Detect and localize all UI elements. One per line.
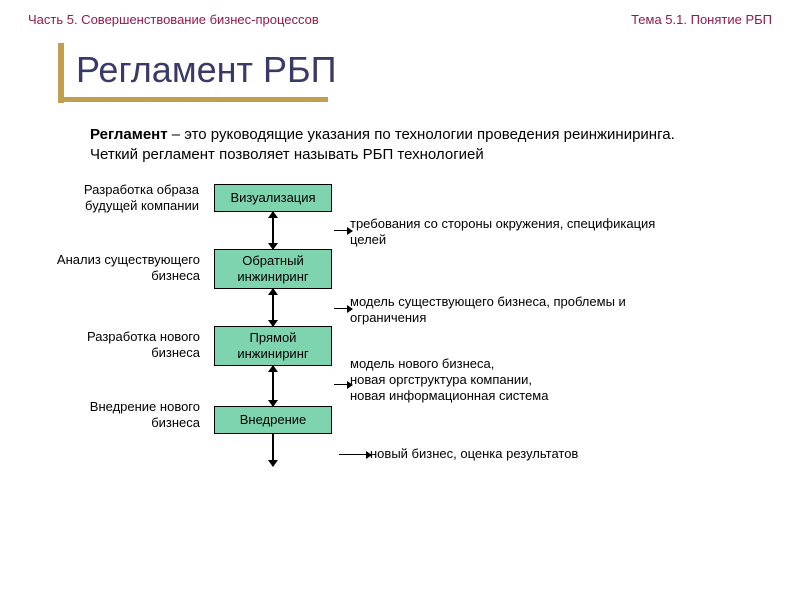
flow-node-n3: Прямой инжиниринг	[214, 326, 332, 366]
title-accent-horizontal	[58, 97, 328, 102]
arrow-right-icon	[347, 227, 353, 235]
left-label-n2: Анализ существующего бизнеса	[30, 252, 200, 285]
left-label-n3: Разработка нового бизнеса	[50, 329, 200, 362]
arrow-up-icon	[268, 288, 278, 295]
header-right: Тема 5.1. Понятие РБП	[631, 12, 772, 27]
right-label-2: модель нового бизнеса, новая оргструктур…	[350, 356, 670, 405]
arrow-down-icon	[268, 460, 278, 467]
flow-node-n1: Визуализация	[214, 184, 332, 212]
slide-header: Часть 5. Совершенствование бизнес-процес…	[0, 0, 800, 27]
right-label-0: требования со стороны окружения, специфи…	[350, 216, 670, 249]
right-connector	[334, 230, 348, 231]
title-block: Регламент РБП	[58, 47, 800, 91]
arrow-down-icon	[268, 320, 278, 327]
slide-title: Регламент РБП	[58, 47, 800, 91]
right-connector	[339, 454, 367, 455]
body-bold-lead: Регламент	[90, 126, 168, 143]
flowchart-diagram: Визуализация Разработка образа будущей ко…	[0, 184, 800, 514]
body-line2: Четкий регламент позволяет называть РБП …	[90, 145, 740, 165]
arrow-right-icon	[366, 451, 372, 459]
right-connector	[334, 308, 348, 309]
right-label-3: новый бизнес, оценка результатов	[370, 446, 690, 462]
body-paragraph: Регламент – это руководящие указания по …	[90, 125, 740, 166]
arrow-up-icon	[268, 365, 278, 372]
arrow-down-icon	[268, 400, 278, 407]
right-connector	[334, 384, 348, 385]
right-label-1: модель существующего бизнеса, проблемы и…	[350, 294, 670, 327]
left-label-n4: Внедрение нового бизнеса	[50, 399, 200, 432]
arrow-down-icon	[268, 243, 278, 250]
flow-node-n4: Внедрение	[214, 406, 332, 434]
left-label-n1: Разработка образа будущей компании	[44, 182, 199, 215]
header-left: Часть 5. Совершенствование бизнес-процес…	[28, 12, 319, 27]
body-line1: – это руководящие указания по технологии…	[168, 126, 675, 143]
arrow-right-icon	[347, 381, 353, 389]
arrow-right-icon	[347, 305, 353, 313]
title-accent-vertical	[58, 43, 64, 103]
flow-node-n2: Обратный инжиниринг	[214, 249, 332, 289]
arrow-up-icon	[268, 211, 278, 218]
